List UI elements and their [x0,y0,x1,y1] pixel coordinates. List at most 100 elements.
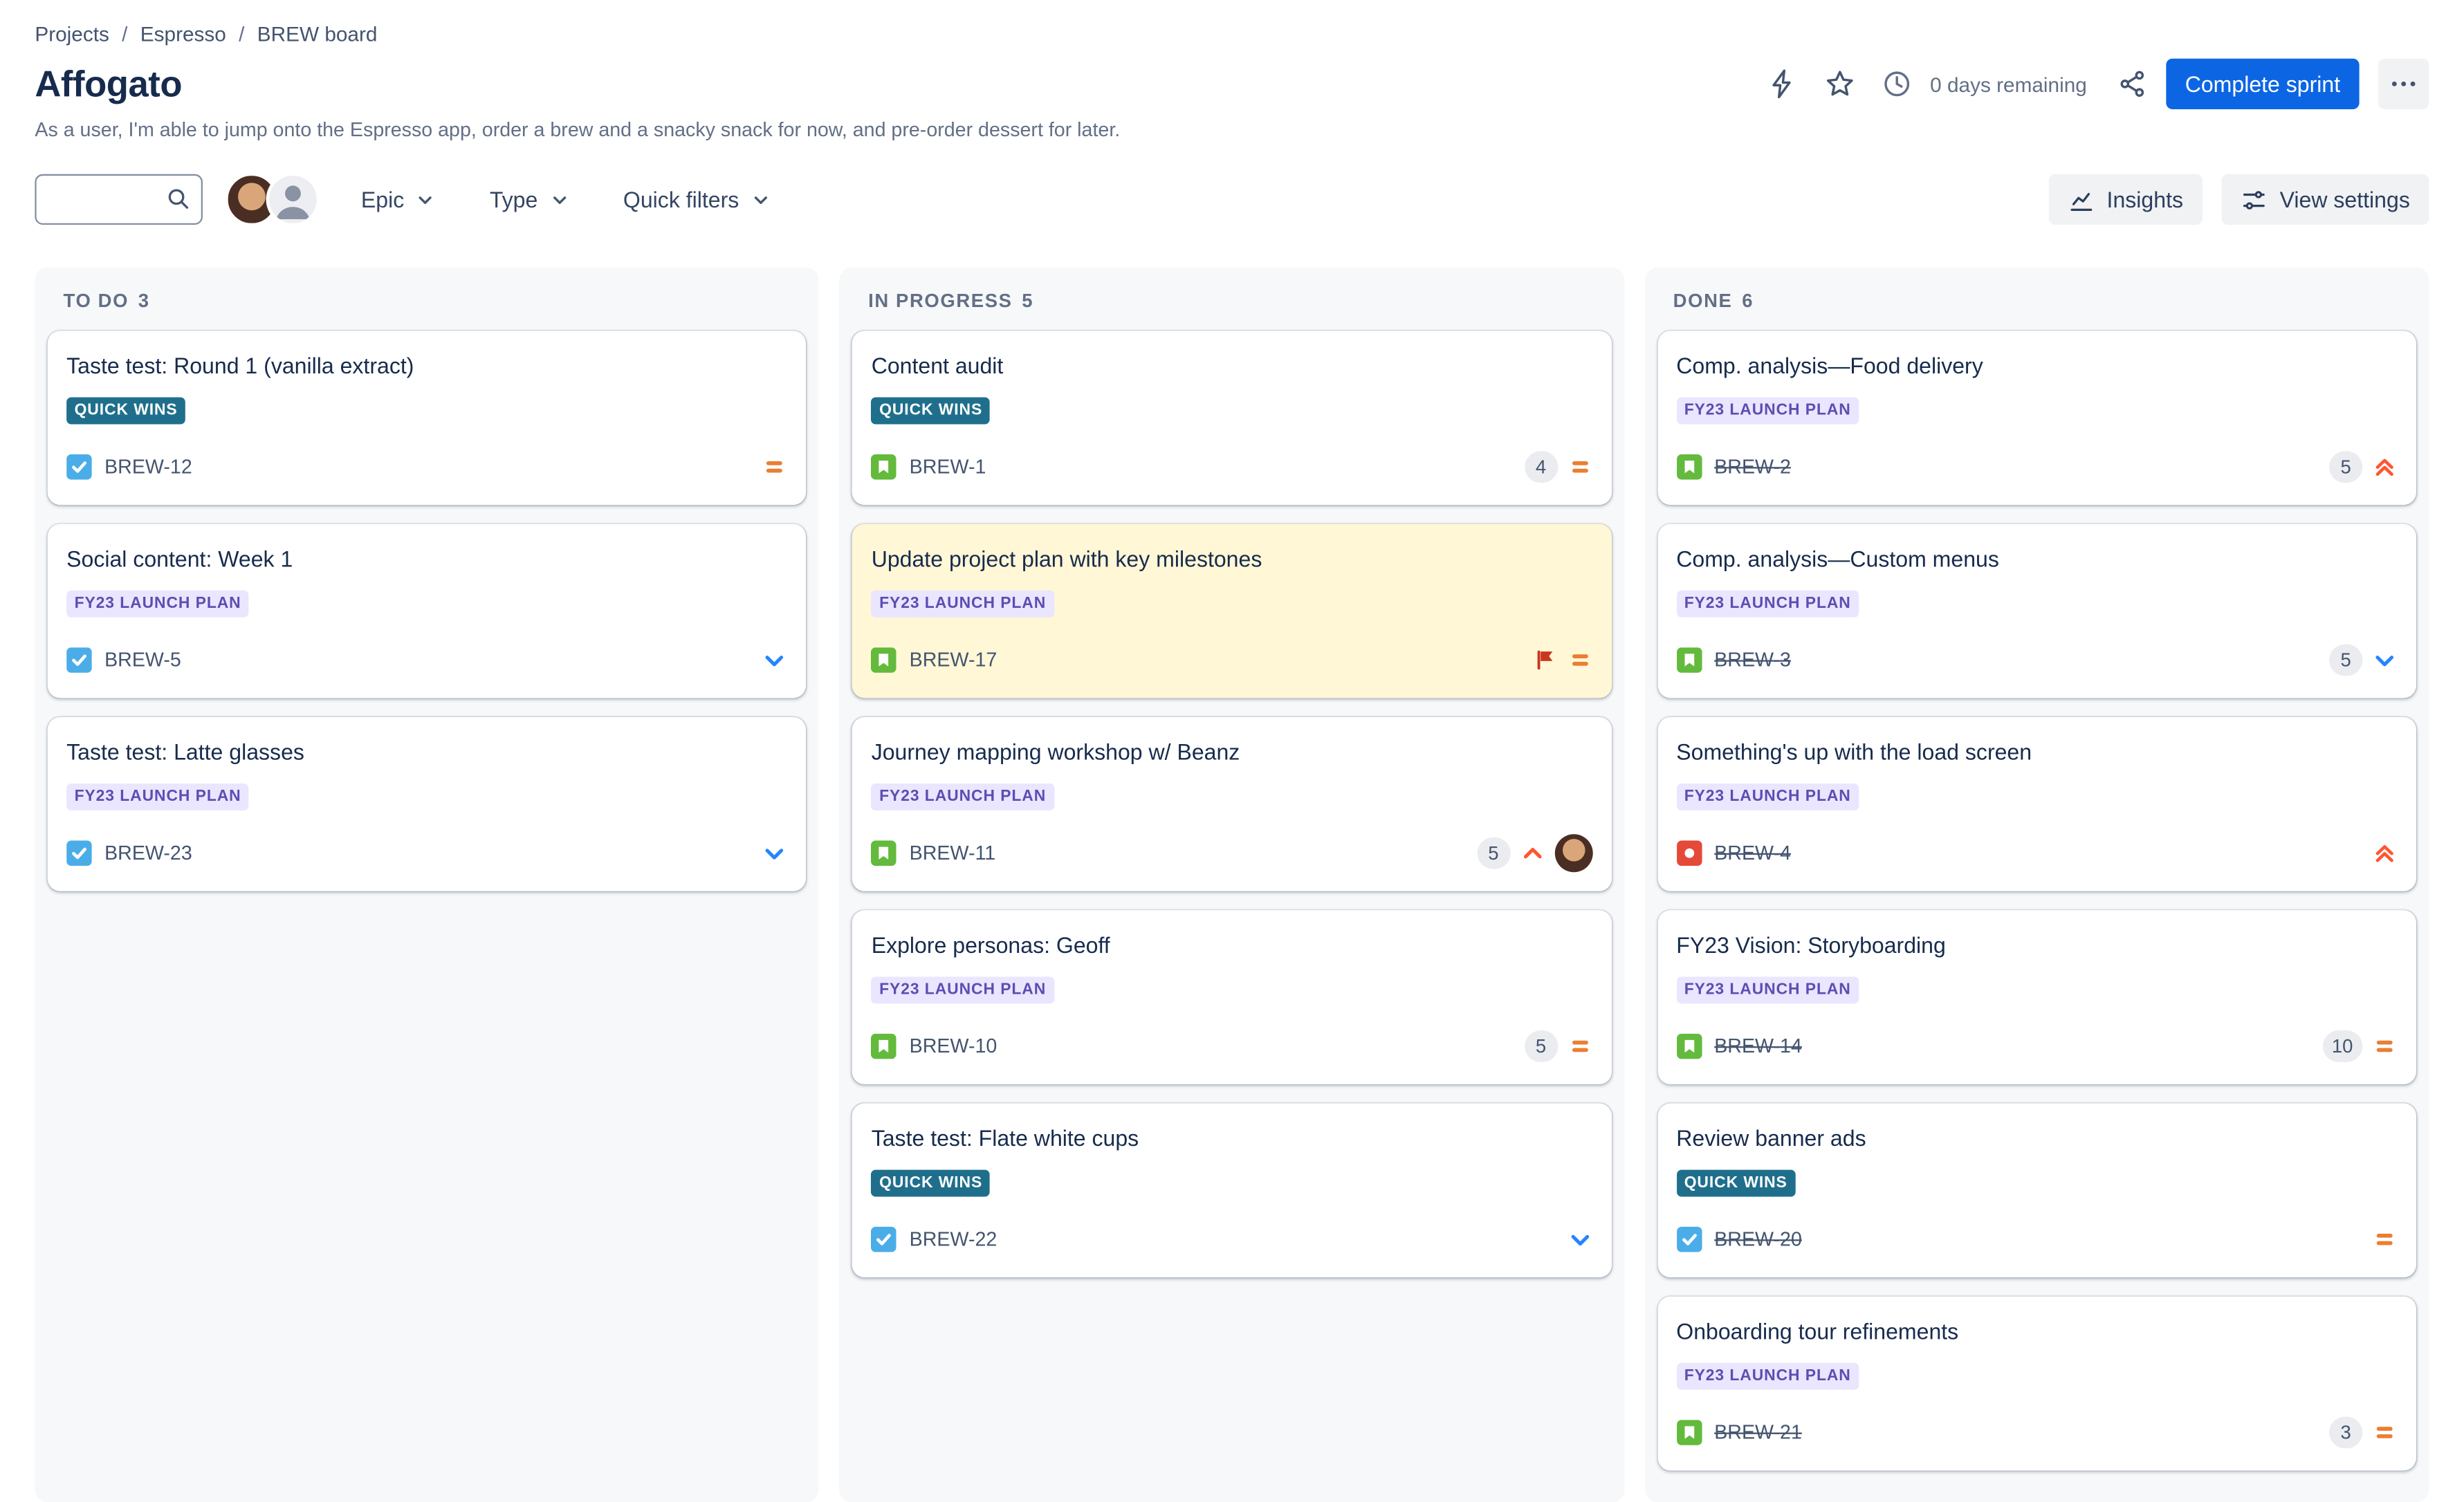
card-epic-row: FY23 LAUNCH PLAN [871,587,1592,618]
board-card[interactable]: Taste test: Round 1 (vanilla extract) QU… [47,331,807,506]
card-key: BREW-11 [909,842,996,864]
card-key: BREW-21 [1714,1421,1802,1444]
card-title: Something's up with the load screen [1676,739,2032,765]
task-type-icon [1676,1226,1702,1252]
story-type-icon [1676,1420,1702,1445]
favourite-button[interactable] [1816,60,1864,108]
column-header: IN PROGRESS 5 [852,280,1611,331]
card-key: BREW-17 [909,649,997,671]
share-button[interactable] [2109,60,2157,108]
card-epic-row: QUICK WINS [871,1167,1592,1197]
share-icon [2117,68,2149,100]
column-count: 5 [1022,289,1034,312]
card-meta: 5 [2329,451,2397,483]
more-actions-button[interactable] [2378,58,2429,109]
epic-badge: FY23 LAUNCH PLAN [1676,1362,1859,1390]
header-actions: 0 days remaining Complete sprint [1759,58,2429,109]
card-meta [762,454,788,480]
breadcrumb-projects[interactable]: Projects [35,22,109,46]
epic-badge: FY23 LAUNCH PLAN [1676,397,1859,425]
breadcrumb-brew-board[interactable]: BREW board [257,22,378,46]
card-epic-row: FY23 LAUNCH PLAN [1676,394,2397,425]
card-footer: BREW-11 5 [871,834,1592,873]
priority-medium-icon [762,454,788,480]
card-meta [762,647,788,673]
column-title: TO DO [63,289,129,312]
card-footer: BREW-3 5 [1676,641,2397,679]
insights-label: Insights [2106,187,2183,212]
priority-medium-icon [1567,454,1592,480]
board-card[interactable]: Onboarding tour refinements FY23 LAUNCH … [1657,1296,2416,1471]
task-type-icon [66,454,92,480]
card-title: Review banner ads [1676,1125,1866,1151]
complete-sprint-button[interactable]: Complete sprint [2166,58,2360,109]
board-card[interactable]: FY23 Vision: Storyboarding FY23 LAUNCH P… [1657,910,2416,1084]
story-type-icon [871,454,897,480]
search-box [35,174,203,225]
star-icon [1824,68,1856,100]
board-card[interactable]: Update project plan with key milestones … [852,523,1612,698]
epic-filter-label: Epic [360,187,405,212]
board-card[interactable]: Taste test: Latte glasses FY23 LAUNCH PL… [47,716,807,891]
card-meta: 5 [2329,644,2397,676]
card-footer: BREW-22 [871,1221,1592,1259]
board-card[interactable]: Social content: Week 1 FY23 LAUNCH PLAN … [47,523,807,698]
epic-filter-dropdown[interactable]: Epic [345,177,452,221]
board-card[interactable]: Taste test: Flate white cups QUICK WINS … [852,1103,1612,1278]
search-icon [165,185,192,212]
estimate-badge: 5 [1476,837,1510,869]
card-title: Update project plan with key milestones [871,546,1262,572]
member-avatars [225,172,320,227]
card-footer: BREW-2 5 [1676,448,2397,486]
board: TO DO 3 Taste test: Round 1 (vanilla ext… [35,267,2429,1502]
card-epic-row: FY23 LAUNCH PLAN [1676,1360,2397,1390]
type-filter-dropdown[interactable]: Type [474,177,585,221]
board-card[interactable]: Journey mapping workshop w/ Beanz FY23 L… [852,716,1612,891]
card-epic-row: FY23 LAUNCH PLAN [1676,780,2397,810]
quick-filters-dropdown[interactable]: Quick filters [607,177,787,221]
card-footer: BREW-10 5 [871,1028,1592,1066]
board-column: DONE 6 Comp. analysis—Food delivery FY23… [1644,267,2429,1502]
breadcrumb-separator: / [239,22,245,46]
priority-low-icon [762,647,788,673]
priority-medium-icon [2372,1227,2398,1252]
card-footer: BREW-1 4 [871,448,1592,486]
sprint-capacity-button[interactable] [1759,60,1807,108]
assignee-avatar[interactable] [1554,834,1592,873]
sliders-icon [2240,186,2267,213]
board-card[interactable]: Something's up with the load screen FY23… [1657,716,2416,891]
estimate-badge: 5 [1524,1030,1558,1062]
view-settings-button[interactable]: View settings [2221,174,2429,225]
epic-badge: FY23 LAUNCH PLAN [1676,590,1859,618]
unassigned-avatar[interactable] [266,172,320,227]
insights-button[interactable]: Insights [2048,174,2203,225]
column-header: TO DO 3 [48,280,807,331]
bug-type-icon [1676,840,1702,866]
toolbar-right: Insights View settings [2048,174,2429,225]
column-cards: Comp. analysis—Food delivery FY23 LAUNCH… [1657,331,2416,1471]
epic-badge: QUICK WINS [871,1169,991,1197]
card-title: Taste test: Round 1 (vanilla extract) [66,353,414,379]
card-footer: BREW-20 [1676,1221,2397,1259]
card-epic-row: FY23 LAUNCH PLAN [871,974,1592,1004]
estimate-badge: 5 [2329,644,2363,676]
board-card[interactable]: Review banner ads QUICK WINS BREW-20 [1657,1103,2416,1278]
card-meta [762,840,788,866]
chevron-down-icon [549,189,569,210]
card-epic-row: FY23 LAUNCH PLAN [1676,974,2397,1004]
epic-badge: QUICK WINS [1676,1169,1796,1197]
board-card[interactable]: Comp. analysis—Custom menus FY23 LAUNCH … [1657,523,2416,698]
board-card[interactable]: Explore personas: Geoff FY23 LAUNCH PLAN… [852,910,1612,1084]
board-card[interactable]: Comp. analysis—Food delivery FY23 LAUNCH… [1657,331,2416,506]
card-title: Taste test: Flate white cups [871,1125,1139,1151]
card-key: BREW-2 [1714,456,1791,479]
card-key: BREW-12 [104,456,192,479]
days-remaining-label: 0 days remaining [1930,72,2087,96]
breadcrumb-espresso[interactable]: Espresso [140,22,226,46]
card-footer: BREW-12 [66,448,787,486]
search-input[interactable] [35,174,203,225]
board-toolbar: Epic Type Quick filters Insights [35,172,2429,227]
board-card[interactable]: Content audit QUICK WINS BREW-1 4 [852,331,1612,506]
epic-badge: FY23 LAUNCH PLAN [1676,784,1859,810]
